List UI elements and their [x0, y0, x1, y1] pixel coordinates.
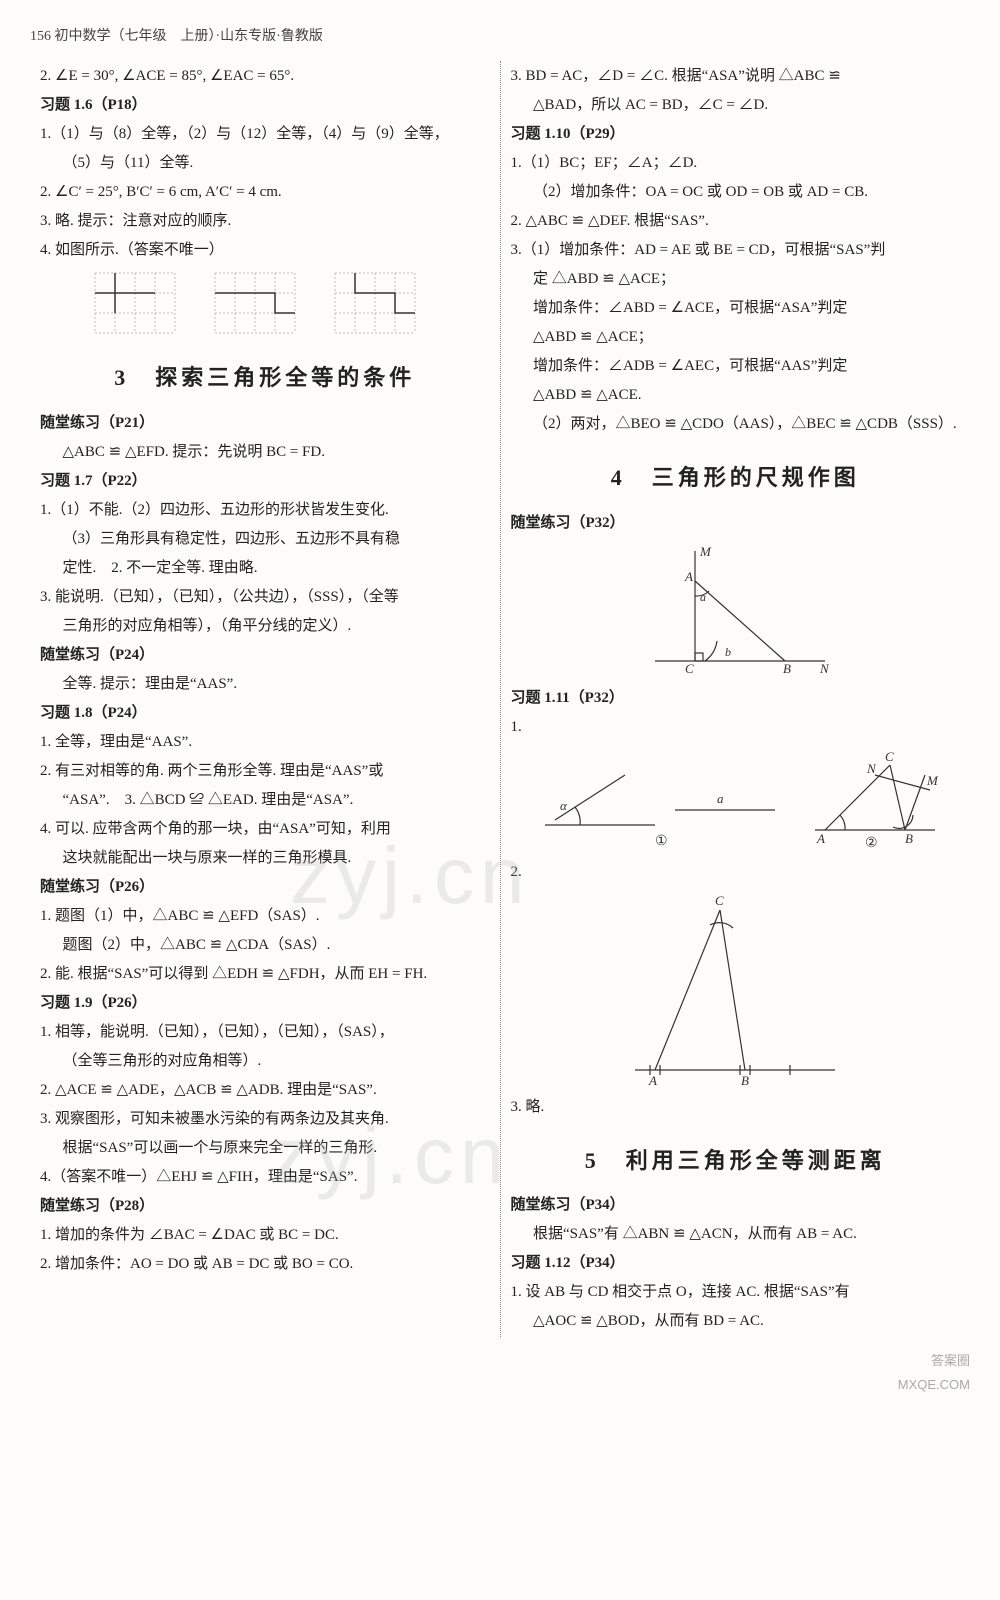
line: △ABD ≌ △ACE；	[511, 324, 961, 351]
line: 2. △ACE ≌ △ADE，△ACB ≌ △ADB. 理由是“SAS”.	[40, 1077, 490, 1104]
line: △AOC ≌ △BOD，从而有 BD = AC.	[511, 1308, 961, 1335]
line: 1. 设 AB 与 CD 相交于点 O，连接 AC. 根据“SAS”有	[511, 1279, 961, 1306]
exercise-heading: 习题 1.10（P29）	[511, 121, 961, 148]
right-column: 3. BD = AC，∠D = ∠C. 根据“ASA”说明 △ABC ≌ △BA…	[501, 61, 971, 1337]
line: 题图（2）中，△ABC ≌ △CDA（SAS）.	[40, 932, 490, 959]
svg-text:C: C	[885, 749, 894, 764]
line: 增加条件：∠ABD = ∠ACE，可根据“ASA”判定	[511, 295, 961, 322]
svg-text:C: C	[715, 893, 724, 908]
line: 1. 全等，理由是“AAS”.	[40, 729, 490, 756]
grid-figures	[85, 268, 445, 338]
line: 2. △ABC ≌ △DEF. 根据“SAS”.	[511, 208, 961, 235]
svg-text:A: A	[816, 831, 825, 846]
line: △ABC ≌ △EFD. 提示：先说明 BC = FD.	[40, 439, 490, 466]
figure-triangle-construction: A a b C B N M	[625, 541, 845, 681]
line: 4. 如图所示.（答案不唯一）	[40, 237, 490, 264]
svg-text:M: M	[699, 544, 712, 559]
section-5-title: 5 利用三角形全等测距离	[511, 1141, 961, 1181]
line: （2）增加条件：OA = OC 或 OD = OB 或 AD = CB.	[511, 179, 961, 206]
section-4-title: 4 三角形的尺规作图	[511, 458, 961, 498]
svg-text:a: a	[717, 791, 724, 806]
line: 增加条件：∠ADB = ∠AEC，可根据“AAS”判定	[511, 353, 961, 380]
exercise-heading: 习题 1.11（P32）	[511, 685, 961, 712]
figure-q1-pair: α a ① A B C	[525, 745, 945, 855]
line: 定 △ABD ≌ △ACE；	[511, 266, 961, 293]
svg-text:A: A	[684, 569, 693, 584]
line: 3. 观察图形，可知未被墨水污染的有两条边及其夹角.	[40, 1106, 490, 1133]
practice-heading: 随堂练习（P34）	[511, 1192, 961, 1219]
line: 1.	[511, 714, 961, 741]
line: 1. 增加的条件为 ∠BAC = ∠DAC 或 BC = DC.	[40, 1222, 490, 1249]
line: 定性. 2. 不一定全等. 理由略.	[40, 555, 490, 582]
line: 2.	[511, 859, 961, 886]
line: 2. ∠C′ = 25°, B′C′ = 6 cm, A′C′ = 4 cm.	[40, 179, 490, 206]
line: 2. 增加条件：AO = DO 或 AB = DC 或 BO = CO.	[40, 1251, 490, 1278]
line: 2. 有三对相等的角. 两个三角形全等. 理由是“AAS”或	[40, 758, 490, 785]
practice-heading: 随堂练习（P21）	[40, 410, 490, 437]
footer-brand: 答案圈	[931, 1353, 970, 1368]
line: “ASA”. 3. △BCD ≌ △EAD. 理由是“ASA”.	[40, 787, 490, 814]
footer-badge: 答案圈 MXQE.COM	[30, 1349, 970, 1396]
practice-heading: 随堂练习（P28）	[40, 1193, 490, 1220]
line: 4. 可以. 应带含两个角的那一块，由“ASA”可知，利用	[40, 816, 490, 843]
line: 3. 略. 提示：注意对应的顺序.	[40, 208, 490, 235]
svg-text:A: A	[648, 1073, 657, 1088]
line: 1.（1）不能.（2）四边形、五边形的形状皆发生变化.	[40, 497, 490, 524]
svg-text:①: ①	[655, 834, 668, 849]
line: 这块就能配出一块与原来一样的三角形模具.	[40, 845, 490, 872]
left-column: 2. ∠E = 30°, ∠ACE = 85°, ∠EAC = 65°. 习题 …	[30, 61, 501, 1337]
line: 3.（1）增加条件：AD = AE 或 BE = CD，可根据“SAS”判	[511, 237, 961, 264]
line: 根据“SAS”有 △ABN ≌ △ACN，从而有 AB = AC.	[511, 1221, 961, 1248]
svg-text:b: b	[725, 645, 731, 659]
line: 全等. 提示：理由是“AAS”.	[40, 671, 490, 698]
line: 1. 题图（1）中，△ABC ≌ △EFD（SAS）.	[40, 903, 490, 930]
svg-text:M: M	[926, 773, 939, 788]
svg-text:C: C	[685, 661, 694, 676]
exercise-heading: 习题 1.6（P18）	[40, 92, 490, 119]
line: 3. 能说明.（已知），（已知），（公共边），（SSS），（全等	[40, 584, 490, 611]
svg-text:α: α	[560, 798, 568, 813]
line: （3）三角形具有稳定性，四边形、五边形不具有稳	[40, 526, 490, 553]
section-3-title: 3 探索三角形全等的条件	[40, 358, 490, 398]
line: 1. 相等，能说明.（已知），（已知），（已知），（SAS），	[40, 1019, 490, 1046]
line: 2. 能. 根据“SAS”可以得到 △EDH ≌ △FDH，从而 EH = FH…	[40, 961, 490, 988]
practice-heading: 随堂练习（P24）	[40, 642, 490, 669]
line: 1.（1）与（8）全等，（2）与（12）全等，（4）与（9）全等，	[40, 121, 490, 148]
line: （全等三角形的对应角相等）.	[40, 1048, 490, 1075]
figure-q2-triangle: C A B	[615, 890, 855, 1090]
exercise-heading: 习题 1.7（P22）	[40, 468, 490, 495]
exercise-heading: 习题 1.9（P26）	[40, 990, 490, 1017]
line: 3. BD = AC，∠D = ∠C. 根据“ASA”说明 △ABC ≌	[511, 63, 961, 90]
line: 1.（1）BC；EF；∠A；∠D.	[511, 150, 961, 177]
line: 4.（答案不唯一）△EHJ ≌ △FIH，理由是“SAS”.	[40, 1164, 490, 1191]
exercise-heading: 习题 1.8（P24）	[40, 700, 490, 727]
svg-text:②: ②	[865, 836, 878, 851]
footer-site: MXQE.COM	[898, 1377, 970, 1392]
line: △ABD ≌ △ACE.	[511, 382, 961, 409]
exercise-heading: 习题 1.12（P34）	[511, 1250, 961, 1277]
line: △BAD，所以 AC = BD，∠C = ∠D.	[511, 92, 961, 119]
two-column-layout: 2. ∠E = 30°, ∠ACE = 85°, ∠EAC = 65°. 习题 …	[30, 61, 970, 1337]
svg-text:B: B	[783, 661, 791, 676]
line: 2. ∠E = 30°, ∠ACE = 85°, ∠EAC = 65°.	[40, 63, 490, 90]
practice-heading: 随堂练习（P26）	[40, 874, 490, 901]
practice-heading: 随堂练习（P32）	[511, 510, 961, 537]
svg-text:N: N	[819, 661, 830, 676]
line: 三角形的对应角相等），（角平分线的定义）.	[40, 613, 490, 640]
svg-text:B: B	[741, 1073, 749, 1088]
svg-text:N: N	[866, 761, 877, 776]
page-container: zyj.cn zyj.cn 156 初中数学（七年级 上册）·山东专版·鲁教版 …	[30, 24, 970, 1396]
svg-text:B: B	[905, 831, 913, 846]
page-header: 156 初中数学（七年级 上册）·山东专版·鲁教版	[30, 24, 970, 49]
line: 根据“SAS”可以画一个与原来完全一样的三角形.	[40, 1135, 490, 1162]
line: 3. 略.	[511, 1094, 961, 1121]
line: （5）与（11）全等.	[40, 150, 490, 177]
line: （2）两对，△BEO ≌ △CDO（AAS），△BEC ≌ △CDB（SSS）.	[511, 411, 961, 438]
svg-text:a: a	[700, 590, 706, 604]
